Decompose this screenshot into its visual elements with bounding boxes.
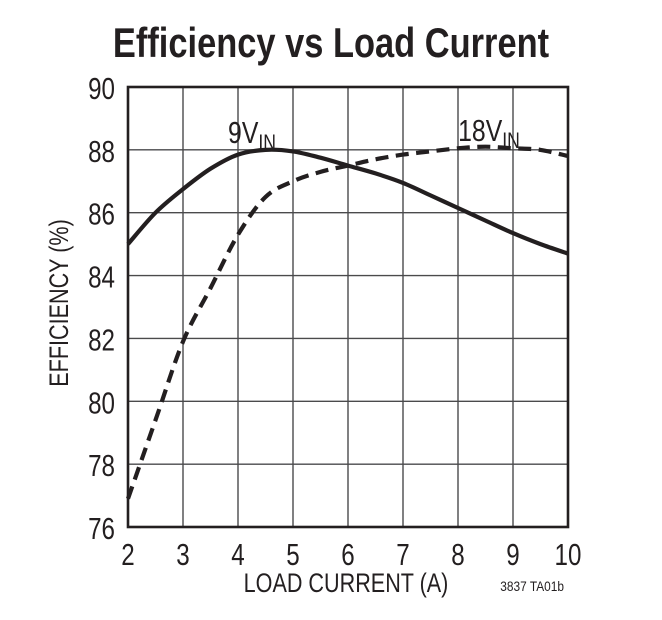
series-label-18vin-main: 18V bbox=[458, 113, 502, 147]
y-tick-label: 88 bbox=[88, 134, 115, 169]
x-tick-label: 2 bbox=[121, 537, 134, 572]
y-tick-label: 86 bbox=[88, 197, 115, 232]
x-tick-label: 7 bbox=[396, 537, 409, 572]
x-tick-label: 8 bbox=[451, 537, 464, 572]
series-label-9vin-sub: IN bbox=[258, 131, 276, 155]
x-tick-label: 9 bbox=[506, 537, 519, 572]
x-axis-label: LOAD CURRENT (A) bbox=[244, 569, 449, 599]
series-label-18vin-sub: IN bbox=[502, 129, 520, 153]
data-curves bbox=[126, 144, 569, 500]
y-tick-label: 82 bbox=[88, 323, 115, 358]
plot-frame bbox=[126, 85, 570, 529]
y-tick-label: 80 bbox=[88, 385, 115, 420]
x-tick-label: 5 bbox=[286, 537, 299, 572]
figure-id: 3837 TA01b bbox=[500, 578, 564, 594]
x-tick-label: 10 bbox=[555, 537, 582, 572]
chart-title: Efficiency vs Load Current bbox=[113, 20, 549, 67]
series-label-9vin: 9VIN bbox=[228, 115, 276, 155]
series-label-9vin-main: 9V bbox=[228, 115, 259, 149]
y-tick-label: 84 bbox=[88, 260, 115, 295]
x-tick-label: 4 bbox=[231, 537, 244, 572]
y-tick-label: 76 bbox=[88, 511, 115, 546]
y-axis-label: EFFICIENCY (%) bbox=[45, 219, 75, 387]
series-label-18vin: 18VIN bbox=[458, 113, 520, 153]
x-tick-label: 3 bbox=[176, 537, 189, 572]
x-tick-label: 6 bbox=[341, 537, 354, 572]
y-tick-label: 90 bbox=[88, 71, 115, 106]
y-tick-label: 78 bbox=[88, 448, 115, 483]
series-curve-18vin bbox=[126, 144, 569, 500]
